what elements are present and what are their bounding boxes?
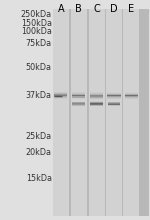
Text: 150kDa: 150kDa xyxy=(21,19,52,28)
Bar xyxy=(90,103,103,104)
Bar xyxy=(72,98,86,99)
Bar xyxy=(107,98,121,99)
Text: 250kDa: 250kDa xyxy=(21,10,52,19)
Bar xyxy=(124,95,138,96)
Bar xyxy=(107,93,121,94)
Bar xyxy=(90,98,104,99)
Text: 37kDa: 37kDa xyxy=(26,91,52,100)
Bar xyxy=(54,98,68,99)
Text: D: D xyxy=(110,4,118,14)
Bar xyxy=(106,9,122,216)
Bar xyxy=(90,99,104,100)
Text: 50kDa: 50kDa xyxy=(26,63,52,72)
Bar xyxy=(90,102,103,103)
Bar xyxy=(72,105,85,106)
Bar xyxy=(89,9,105,216)
Bar xyxy=(90,96,104,97)
Text: C: C xyxy=(93,4,100,14)
Bar xyxy=(54,96,68,97)
Bar xyxy=(54,94,68,95)
Bar xyxy=(72,98,86,99)
Bar xyxy=(90,105,103,106)
Bar xyxy=(124,96,138,97)
Bar xyxy=(124,94,138,95)
Text: E: E xyxy=(128,4,134,14)
Text: 75kDa: 75kDa xyxy=(26,40,52,48)
Bar xyxy=(124,97,138,98)
Text: B: B xyxy=(75,4,82,14)
Bar xyxy=(107,96,121,97)
Bar xyxy=(123,9,139,216)
Bar xyxy=(107,98,121,99)
Bar xyxy=(54,92,68,93)
Bar xyxy=(72,92,86,93)
Bar xyxy=(72,94,86,95)
Bar xyxy=(124,98,138,99)
Bar xyxy=(124,98,138,99)
Bar xyxy=(72,93,86,94)
Bar xyxy=(90,92,104,93)
Bar xyxy=(71,9,87,216)
Bar xyxy=(90,104,103,105)
Bar xyxy=(90,101,103,102)
Text: 15kDa: 15kDa xyxy=(26,174,52,183)
Bar xyxy=(72,103,85,104)
Bar xyxy=(72,92,86,93)
Bar xyxy=(90,105,103,106)
Bar xyxy=(107,93,121,94)
Bar xyxy=(107,97,121,98)
Bar xyxy=(72,101,85,102)
Bar xyxy=(72,95,86,96)
Bar xyxy=(72,103,85,104)
Bar xyxy=(54,92,68,93)
Bar xyxy=(54,95,68,96)
Bar xyxy=(90,96,104,97)
Bar xyxy=(90,103,103,104)
Bar xyxy=(72,104,85,105)
Bar xyxy=(54,93,68,94)
Bar xyxy=(90,93,104,94)
Bar xyxy=(54,97,68,98)
Bar xyxy=(72,102,85,103)
Bar xyxy=(90,95,104,96)
Bar xyxy=(124,93,138,94)
Bar xyxy=(124,97,138,98)
Bar xyxy=(72,104,85,105)
Bar xyxy=(72,97,86,98)
Bar xyxy=(107,94,121,95)
Bar xyxy=(72,93,86,94)
Bar xyxy=(107,92,121,93)
Text: A: A xyxy=(57,4,64,14)
Bar xyxy=(54,96,68,97)
Bar xyxy=(53,9,69,216)
Bar xyxy=(107,95,121,96)
Bar xyxy=(54,94,68,95)
Bar xyxy=(90,101,103,102)
Text: 25kDa: 25kDa xyxy=(26,132,52,141)
Bar xyxy=(72,97,86,98)
Text: 100kDa: 100kDa xyxy=(21,28,52,36)
Bar xyxy=(72,96,86,97)
Bar xyxy=(72,105,85,106)
Bar xyxy=(53,9,149,216)
Bar xyxy=(107,97,121,98)
Bar xyxy=(90,94,104,95)
Bar xyxy=(124,92,138,93)
Bar xyxy=(90,93,104,94)
Text: 20kDa: 20kDa xyxy=(26,148,52,157)
Bar xyxy=(124,93,138,94)
Bar xyxy=(90,97,104,98)
